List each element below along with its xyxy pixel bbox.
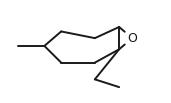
Text: O: O (127, 32, 137, 45)
